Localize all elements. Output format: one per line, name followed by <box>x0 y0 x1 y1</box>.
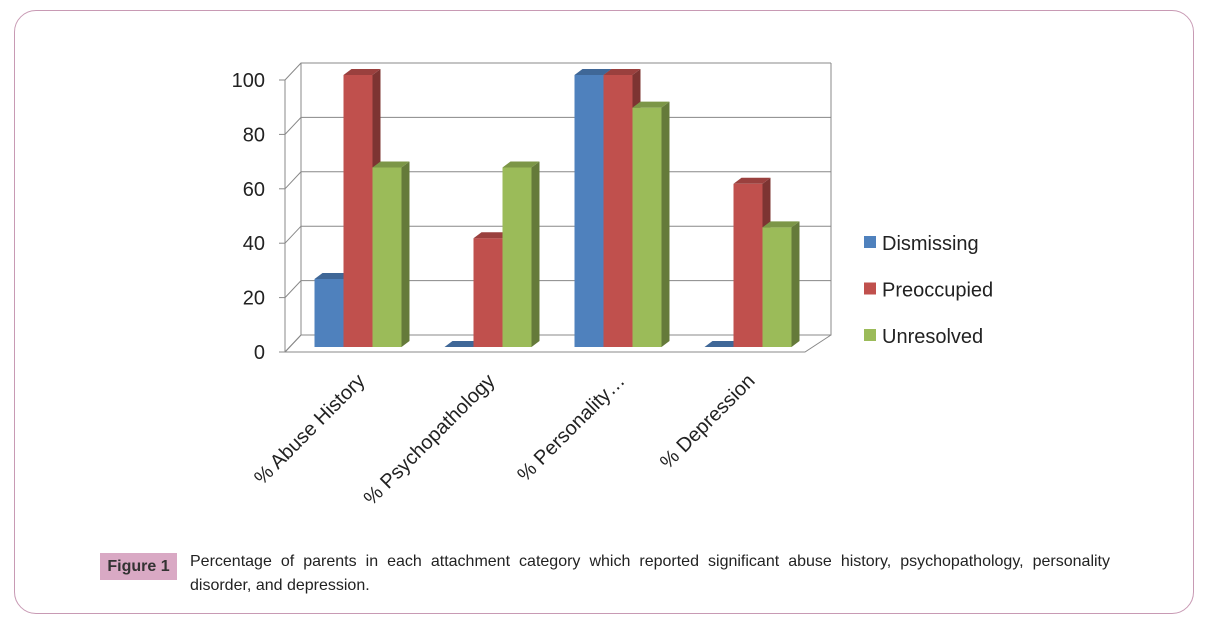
bar <box>603 69 641 347</box>
bar-top <box>762 221 800 228</box>
bar-top <box>733 177 771 184</box>
bar-front <box>632 107 662 347</box>
legend-swatch <box>864 236 876 248</box>
bar-top <box>603 69 641 75</box>
bar-front <box>473 238 503 347</box>
legend-swatch <box>864 329 876 341</box>
bar-top <box>574 69 612 75</box>
bar <box>444 341 482 347</box>
y-tick-label: 40 <box>243 233 265 255</box>
figure-frame <box>14 10 1194 614</box>
grid-line <box>284 62 831 81</box>
bar-top <box>372 161 410 168</box>
bar <box>632 101 670 347</box>
bar-top <box>502 161 540 168</box>
legend-swatch <box>864 282 876 295</box>
bar-top <box>632 101 670 108</box>
x-tick-label: % Psychopathology <box>360 370 500 510</box>
y-tick-label: 80 <box>243 124 265 146</box>
x-tick-label: % Personality… <box>513 370 629 486</box>
bar-top <box>444 341 482 347</box>
legend-label: Dismissing <box>882 233 979 255</box>
bar <box>502 161 540 347</box>
bar-side <box>791 221 800 347</box>
bar-front <box>603 75 633 347</box>
y-tick-label: 100 <box>232 70 265 92</box>
figure-label: Figure 1 <box>100 553 177 580</box>
bar-top <box>314 273 352 279</box>
x-tick-label: % Abuse History <box>250 370 369 489</box>
bar <box>372 161 410 347</box>
bar-top <box>343 69 381 75</box>
x-tick-label: % Depression <box>656 370 760 474</box>
figure-caption: Percentage of parents in each attachment… <box>190 553 1110 594</box>
legend-label: Unresolved <box>882 326 983 348</box>
legend-label: Preoccupied <box>882 280 993 302</box>
bar-side <box>531 161 540 347</box>
bar-front <box>314 279 344 347</box>
bar-side <box>661 101 670 347</box>
y-tick-label: 20 <box>243 288 265 310</box>
bar <box>704 341 742 347</box>
bar-top <box>704 341 742 347</box>
bar-front <box>343 75 373 347</box>
y-tick-label: 60 <box>243 179 265 201</box>
bar-front <box>502 167 532 347</box>
bar <box>762 221 800 347</box>
bar-front <box>372 167 402 347</box>
bar-front <box>733 183 763 347</box>
y-tick-label: 0 <box>254 342 265 364</box>
bar-front <box>574 75 604 347</box>
bar-side <box>401 161 410 347</box>
bar-top <box>473 232 511 239</box>
bar-front <box>762 227 792 347</box>
